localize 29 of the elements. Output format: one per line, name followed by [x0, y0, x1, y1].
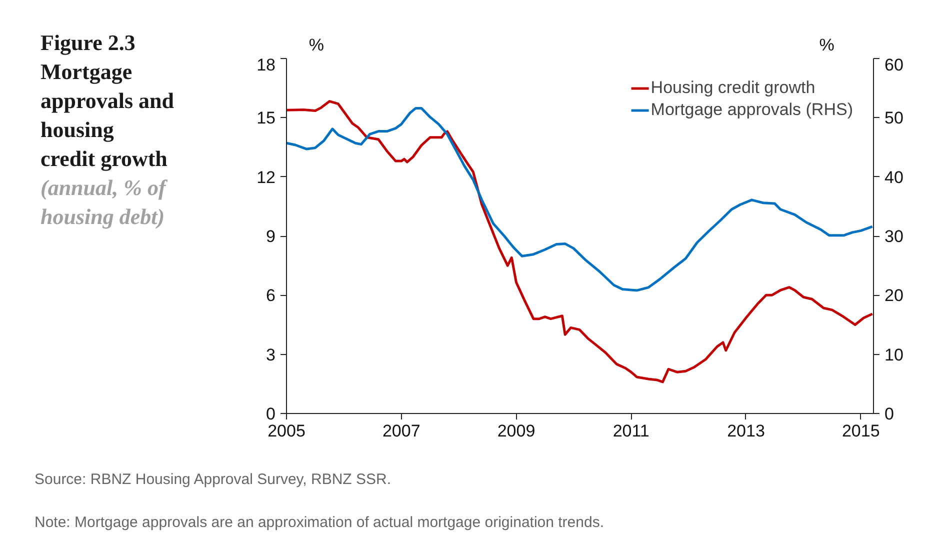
- y-tick-label: 9: [266, 227, 276, 246]
- y-axis-title: %: [308, 36, 324, 54]
- x-tick-label: 2007: [382, 422, 420, 440]
- y-tick-label: 18: [256, 56, 276, 74]
- y-tick-label: 6: [266, 286, 276, 306]
- line-series: [286, 100, 874, 384]
- y2-tick-label: 20: [884, 286, 904, 306]
- y-tick-label: 0: [266, 404, 276, 424]
- y2-tick-label: 30: [884, 227, 904, 246]
- y-tick-label: 15: [256, 108, 276, 128]
- text: (annual, % of housing debt): [40, 175, 168, 229]
- y-tick-label: 3: [266, 345, 276, 364]
- y2-axis-title: %: [819, 36, 834, 54]
- x-tick-label: 2011: [612, 422, 650, 440]
- text: Note: Mortgage approvals are an approximation of actual mortgage origination trends.: [34, 514, 604, 531]
- source-note: Source: RBNZ Housing Approval Survey, RBNZ SSR.: [34, 471, 392, 488]
- x-tick-label: 2005: [268, 422, 306, 440]
- y2-tick-label: 60: [884, 56, 904, 74]
- y2-tick-label: 40: [884, 168, 904, 187]
- x-tick-label: 2015: [842, 422, 880, 440]
- text: Figure 2.3 Mortgage approvals and housing credit growth: [40, 30, 174, 171]
- y-tick-label: 12: [256, 168, 276, 187]
- legend-label: Mortgage approvals (RHS): [650, 100, 853, 120]
- y2-tick-label: 0: [884, 404, 894, 424]
- y2-tick-label: 10: [884, 345, 904, 364]
- legend-label: Housing credit growth: [650, 78, 816, 98]
- y2-tick-label: 50: [884, 108, 904, 128]
- x-tick-label: 2009: [497, 422, 536, 440]
- x-tick-label: 2013: [727, 422, 765, 440]
